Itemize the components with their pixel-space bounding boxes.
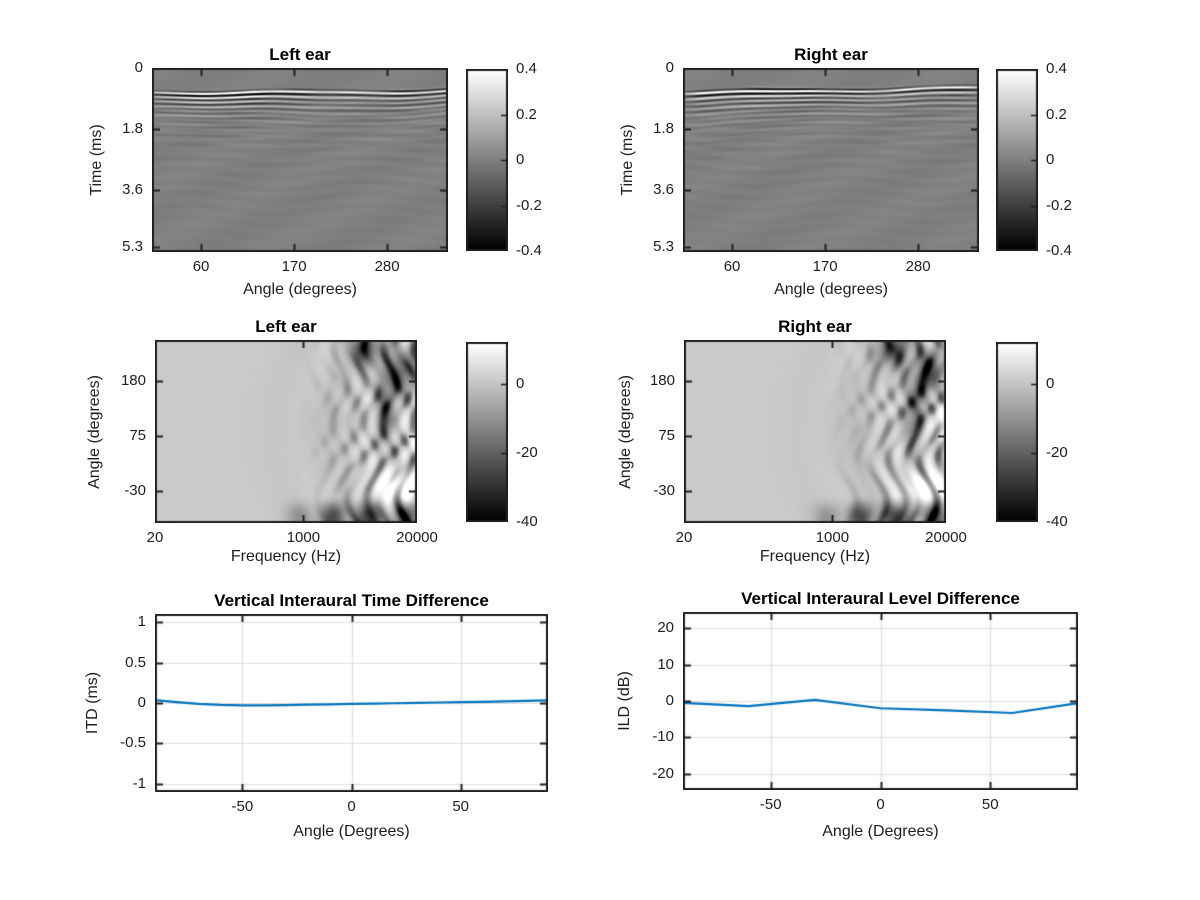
x-tick-label: 170 [812, 258, 838, 275]
x-tick-label: 280 [905, 258, 931, 275]
x-tick-label: 50 [981, 796, 999, 813]
y-tick-label: 5.3 [653, 237, 674, 255]
y-tick-label: 75 [658, 426, 675, 444]
y-tick-label: 0 [134, 59, 143, 76]
colorbar-tick-label: 0 [516, 374, 525, 392]
y-tick-label: -30 [653, 482, 675, 499]
heatmap-canvas [683, 68, 979, 252]
colorbar-tick-label: 0 [1046, 374, 1055, 392]
colorbar-tick-label: -0.4 [516, 242, 542, 259]
line-plot-canvas [683, 612, 1078, 790]
x-tick-label: 50 [452, 798, 469, 815]
y-tick-label: 20 [657, 619, 674, 637]
colorbar-tick-label: 0 [516, 151, 525, 168]
colorbar [466, 342, 508, 522]
x-tick-label: 0 [876, 796, 885, 813]
x-tick-label: 1000 [286, 529, 321, 546]
y-axis-label: ITD (ms) [84, 671, 101, 735]
x-axis-label: Frequency (Hz) [759, 548, 871, 565]
y-axis-label: ILD (dB) [616, 671, 633, 731]
y-tick-label: 10 [657, 655, 674, 673]
y-tick-label: 0 [665, 59, 674, 76]
heatmap-canvas [155, 340, 417, 523]
y-tick-label: 0.5 [125, 653, 146, 671]
y-tick-label: 0 [137, 694, 146, 711]
y-tick-label: -0.5 [120, 734, 146, 752]
colorbar-tick-label: -20 [1046, 443, 1068, 461]
colorbar-tick-label: -0.4 [1046, 242, 1072, 259]
plot-title: Left ear [255, 317, 317, 336]
colorbar [466, 69, 508, 251]
y-tick-label: 5.3 [122, 237, 143, 255]
x-tick-label: 20000 [396, 529, 438, 546]
y-axis-label: Time (ms) [619, 124, 636, 196]
colorbar [996, 342, 1038, 522]
x-tick-label: 280 [374, 258, 400, 275]
plot-title: Right ear [778, 317, 852, 336]
x-tick-label: 60 [192, 258, 210, 275]
y-tick-label: -30 [124, 482, 146, 499]
x-tick-label: 20000 [925, 529, 967, 546]
y-tick-label: 1.8 [653, 119, 674, 137]
x-tick-label: 60 [723, 258, 741, 275]
colorbar-tick-label: -0.2 [1046, 196, 1072, 214]
plot-title: Vertical Interaural Time Difference [214, 591, 489, 610]
x-tick-label: -50 [231, 798, 254, 815]
y-tick-label: 3.6 [653, 180, 674, 198]
x-tick-label: 0 [347, 798, 356, 815]
heatmap-canvas [684, 340, 946, 523]
y-tick-label: 75 [129, 426, 146, 444]
colorbar-tick-label: 0 [1046, 151, 1055, 168]
x-tick-label: 170 [281, 258, 307, 275]
colorbar-tick-label: -20 [516, 443, 538, 461]
y-tick-label: 180 [649, 371, 675, 389]
y-tick-label: 3.6 [122, 180, 143, 198]
colorbar-tick-label: -40 [516, 513, 538, 530]
y-tick-label: 1 [137, 613, 146, 631]
x-axis-label: Frequency (Hz) [230, 548, 342, 565]
x-axis-label: Angle (degrees) [774, 281, 888, 298]
x-tick-label: 20 [675, 529, 693, 546]
x-tick-label: 1000 [815, 529, 850, 546]
heatmap-canvas [152, 68, 448, 252]
x-axis-label: Angle (degrees) [243, 281, 357, 298]
x-axis-label: Angle (Degrees) [293, 823, 410, 840]
colorbar-tick-label: -40 [1046, 513, 1068, 530]
y-axis-label: Time (ms) [88, 124, 105, 196]
plot-title: Vertical Interaural Level Difference [741, 589, 1020, 608]
y-axis-label: Angle (degrees) [617, 374, 634, 489]
plot-title: Left ear [269, 45, 331, 64]
colorbar-tick-label: 0.2 [516, 105, 537, 123]
y-tick-label: -20 [652, 764, 674, 782]
colorbar-tick-label: 0.4 [516, 60, 537, 77]
y-tick-label: 1.8 [122, 119, 143, 137]
y-axis-label: Angle (degrees) [86, 374, 103, 489]
colorbar-tick-label: -0.2 [516, 196, 542, 214]
colorbar-tick-label: 0.4 [1046, 60, 1067, 77]
x-tick-label: -50 [759, 796, 782, 813]
line-plot-canvas [155, 614, 548, 792]
plot-title: Right ear [794, 45, 868, 64]
y-tick-label: 0 [665, 692, 674, 709]
y-tick-label: -1 [132, 774, 146, 792]
colorbar-tick-label: 0.2 [1046, 105, 1067, 123]
x-tick-label: 20 [146, 529, 164, 546]
y-tick-label: 180 [120, 371, 146, 389]
x-axis-label: Angle (Degrees) [822, 823, 939, 840]
colorbar [996, 69, 1038, 251]
y-tick-label: -10 [652, 728, 674, 746]
